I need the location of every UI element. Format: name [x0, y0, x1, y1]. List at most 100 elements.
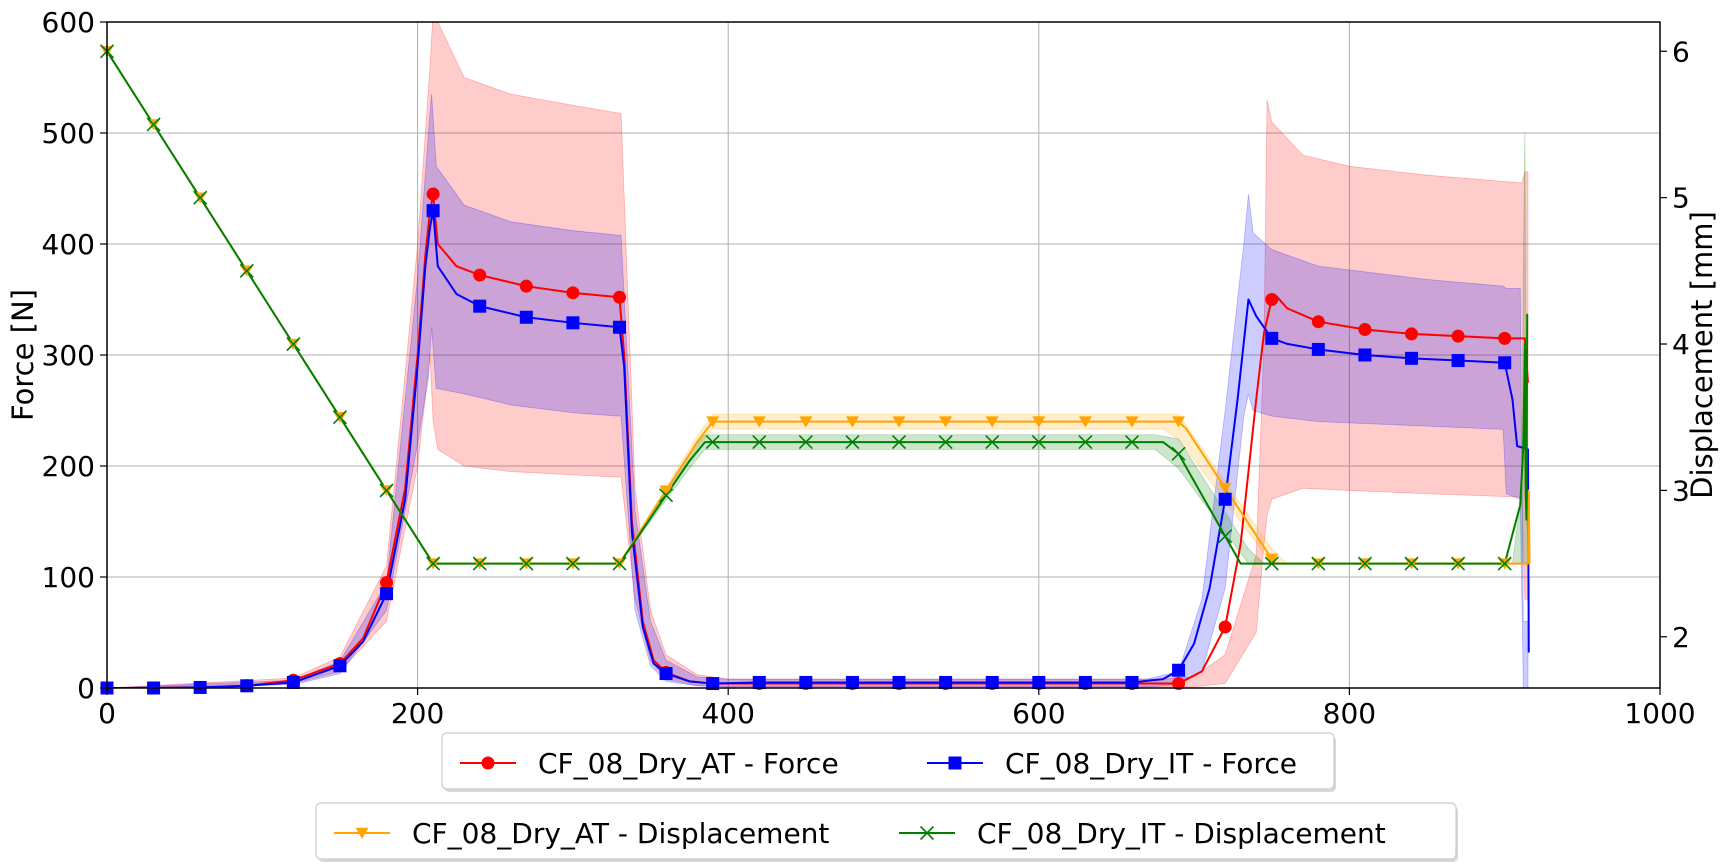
data-point — [891, 435, 907, 450]
data-point — [1405, 327, 1419, 341]
y2-tick-label: 3 — [1672, 474, 1690, 507]
data-point — [332, 410, 348, 425]
data-point — [706, 416, 720, 428]
y2-tick-label: 2 — [1672, 621, 1690, 654]
y2-tick-label: 4 — [1672, 328, 1690, 361]
data-point — [1451, 556, 1466, 571]
legend-label: CF_08_Dry_AT - Displacement — [412, 817, 829, 850]
data-point — [1451, 354, 1465, 368]
data-point — [566, 286, 580, 300]
data-point — [1218, 482, 1232, 494]
data-point — [705, 435, 720, 450]
data-point — [519, 279, 533, 293]
legend-marker — [919, 825, 935, 841]
data-point — [845, 675, 859, 689]
data-point — [426, 204, 440, 218]
data-point — [472, 556, 487, 571]
data-point — [798, 435, 813, 450]
data-point — [426, 556, 441, 571]
data-point — [1405, 351, 1419, 365]
data-point — [752, 675, 766, 689]
data-point — [1125, 416, 1139, 428]
legend-marker — [355, 827, 369, 839]
legend-entry: CF_08_Dry_AT - Displacement — [334, 817, 829, 850]
data-point — [1265, 553, 1279, 565]
data-point — [1498, 331, 1512, 345]
data-point — [565, 556, 580, 571]
legend-marker — [948, 756, 962, 770]
legend-entry: CF_08_Dry_IT - Force — [927, 747, 1297, 780]
data-point — [1265, 293, 1279, 306]
data-point — [1125, 675, 1139, 689]
data-point — [286, 336, 301, 352]
legend-label: CF_08_Dry_AT - Force — [538, 747, 839, 780]
x-tick-label: 1000 — [1624, 697, 1695, 730]
data-point — [1172, 663, 1186, 677]
y-tick-label: 600 — [42, 6, 95, 39]
data-point — [1218, 492, 1232, 506]
data-point — [939, 416, 953, 428]
y2-axis-title: Displacement [mm] — [1685, 211, 1719, 499]
legend-label: CF_08_Dry_IT - Displacement — [977, 817, 1386, 850]
data-point — [892, 675, 906, 689]
data-point — [1265, 331, 1279, 345]
x-tick-label: 400 — [701, 697, 754, 730]
data-point — [752, 435, 767, 450]
data-point — [333, 659, 347, 673]
data-point — [426, 187, 440, 201]
data-point — [1358, 322, 1372, 336]
data-point — [1172, 677, 1186, 691]
x-tick-label: 0 — [98, 697, 116, 730]
band-cf-08-dry-at-displacement — [107, 51, 1528, 564]
y-tick-label: 0 — [77, 672, 95, 705]
data-point — [845, 416, 859, 428]
data-point — [566, 316, 580, 330]
y-tick-label: 100 — [42, 561, 95, 594]
data-point — [799, 675, 813, 689]
legend-entry: CF_08_Dry_AT - Force — [460, 747, 839, 780]
data-point — [240, 679, 254, 693]
data-point — [1497, 556, 1512, 571]
data-point — [380, 576, 394, 590]
legend-label: CF_08_Dry_IT - Force — [1005, 747, 1297, 780]
x-tick-label: 200 — [391, 697, 444, 730]
data-point — [659, 488, 674, 503]
y2-tick-label: 5 — [1672, 182, 1690, 215]
data-point — [612, 556, 627, 571]
y-tick-label: 500 — [42, 117, 95, 150]
data-point — [519, 556, 534, 571]
data-point — [193, 190, 208, 205]
data-point — [1404, 556, 1419, 571]
y-tick-label: 400 — [42, 228, 95, 261]
legend: CF_08_Dry_AT - Force CF_08_Dry_IT - Force… — [315, 732, 1458, 862]
band-cf-08-dry-it-force — [107, 94, 1529, 688]
legend-marker — [481, 756, 495, 770]
data-point — [1264, 556, 1279, 571]
data-point — [1078, 435, 1093, 450]
y-tick-label: 200 — [42, 450, 95, 483]
data-point — [938, 435, 953, 450]
data-point — [1078, 675, 1092, 689]
legend-box: CF_08_Dry_AT - Force CF_08_Dry_IT - Force — [441, 732, 1336, 792]
data-point — [1311, 342, 1325, 356]
data-point — [892, 416, 906, 428]
data-point — [985, 435, 1000, 450]
data-point — [1498, 356, 1512, 370]
data-point — [799, 416, 813, 428]
legend-entry: CF_08_Dry_IT - Displacement — [899, 817, 1386, 850]
data-point — [659, 485, 673, 497]
y-axis-title: Force [N] — [6, 289, 40, 421]
series-markers — [99, 44, 1512, 695]
data-point — [985, 675, 999, 689]
data-point — [473, 299, 487, 313]
x-tick-label: 600 — [1012, 697, 1065, 730]
data-point — [1078, 416, 1092, 428]
y2-tick-label: 6 — [1672, 35, 1690, 68]
data-point — [473, 268, 487, 282]
data-point — [612, 290, 626, 304]
data-point — [146, 117, 161, 132]
x-tick-label: 800 — [1323, 697, 1376, 730]
data-point — [379, 483, 394, 498]
data-point — [1171, 446, 1186, 461]
